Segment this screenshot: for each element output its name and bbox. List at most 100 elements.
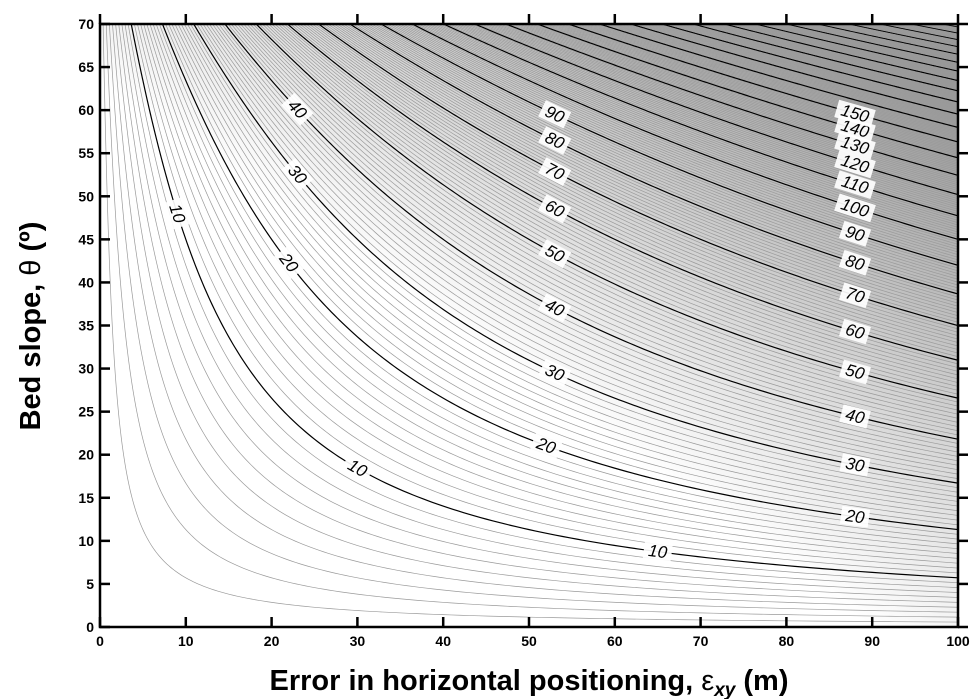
major-contour-230 xyxy=(818,24,958,55)
minor-contour-173 xyxy=(640,24,958,111)
minor-contour-41 xyxy=(227,24,958,436)
minor-contour-186 xyxy=(680,24,958,96)
minor-contour-43 xyxy=(234,24,958,427)
minor-contour-76 xyxy=(337,24,958,307)
contour-label-background xyxy=(838,318,872,345)
minor-contour-12 xyxy=(137,24,958,569)
minor-contour-194 xyxy=(705,24,958,87)
contour-label-group: 60 xyxy=(838,318,872,345)
x-tick-label: 10 xyxy=(178,633,194,649)
minor-contour-161 xyxy=(602,24,958,127)
y-tick-label: 0 xyxy=(86,619,94,635)
minor-contour-52 xyxy=(262,24,958,391)
contour-label: 20 xyxy=(843,506,866,528)
minor-contour-54 xyxy=(268,24,958,383)
minor-contour-74 xyxy=(330,24,958,313)
contour-label-background xyxy=(538,100,572,129)
minor-contour-229 xyxy=(815,24,958,56)
minor-contour-154 xyxy=(580,24,958,137)
minor-contour-21 xyxy=(165,24,958,526)
minor-contour-29 xyxy=(190,24,958,489)
contour-label-background xyxy=(281,157,314,192)
minor-contour-249 xyxy=(877,24,958,41)
y-tick-label: 70 xyxy=(78,16,94,32)
major-contour-150 xyxy=(568,24,958,143)
minor-contour-231 xyxy=(821,24,958,54)
major-contour-60 xyxy=(286,24,958,361)
major-contour-220 xyxy=(786,24,958,63)
minor-contour-148 xyxy=(562,24,958,146)
minor-contour-233 xyxy=(827,24,958,53)
minor-contour-181 xyxy=(665,24,958,102)
minor-contour-146 xyxy=(555,24,958,149)
minor-contour-232 xyxy=(824,24,958,53)
minor-contour-92 xyxy=(387,24,958,261)
minor-contour-245 xyxy=(865,24,958,44)
y-tick-label: 60 xyxy=(78,102,94,118)
contour-label-background xyxy=(839,453,871,477)
minor-contour-227 xyxy=(808,24,958,57)
contour-label: 40 xyxy=(844,405,867,428)
contour-label-background xyxy=(834,170,876,200)
minor-contour-222 xyxy=(793,24,958,61)
y-tick-label: 40 xyxy=(78,274,94,290)
minor-contour-28 xyxy=(187,24,958,493)
contour-label-group: 10 xyxy=(164,197,191,230)
minor-contour-171 xyxy=(633,24,958,114)
minor-contour-159 xyxy=(596,24,958,130)
minor-contour-225 xyxy=(802,24,958,59)
minor-contour-62 xyxy=(293,24,958,354)
x-tick-label: 80 xyxy=(779,633,795,649)
minor-contour-109 xyxy=(440,24,958,219)
minor-contour-58 xyxy=(280,24,958,368)
minor-contour-213 xyxy=(765,24,958,69)
y-tick-label: 65 xyxy=(78,59,94,75)
contour-label: 30 xyxy=(844,454,867,476)
contour-label-background xyxy=(281,92,314,126)
minor-contour-72 xyxy=(324,24,958,320)
minor-contour-14 xyxy=(143,24,958,559)
minor-contour-219 xyxy=(783,24,958,64)
minor-contour-256 xyxy=(899,24,958,36)
y-axis-title: Bed slope, θ (º) xyxy=(15,222,47,431)
minor-contour-91 xyxy=(384,24,958,263)
y-tick-label: 25 xyxy=(78,404,94,420)
minor-contour-147 xyxy=(558,24,958,147)
minor-contour-215 xyxy=(771,24,958,67)
minor-contour-86 xyxy=(368,24,958,277)
minor-contour-218 xyxy=(780,24,958,65)
minor-contour-7 xyxy=(121,24,958,593)
minor-contour-239 xyxy=(846,24,958,48)
minor-contour-242 xyxy=(855,24,958,46)
minor-contour-83 xyxy=(359,24,958,286)
minor-contour-187 xyxy=(683,24,958,95)
minor-contour-87 xyxy=(371,24,958,274)
major-contour-250 xyxy=(880,24,958,41)
minor-contour-202 xyxy=(730,24,958,79)
contour-label: 70 xyxy=(843,283,867,307)
contour-label-background xyxy=(538,194,572,224)
minor-contour-168 xyxy=(624,24,958,118)
minor-contour-257 xyxy=(902,24,958,36)
minor-contour-198 xyxy=(718,24,958,83)
minor-contour-191 xyxy=(696,24,958,91)
minor-contour-149 xyxy=(565,24,958,144)
minor-contour-22 xyxy=(168,24,958,521)
y-tick-label: 35 xyxy=(78,318,94,334)
minor-contour-221 xyxy=(790,24,958,62)
minor-contour-5 xyxy=(115,24,958,603)
contour-label: 50 xyxy=(843,360,867,384)
minor-contour-105 xyxy=(427,24,958,228)
minor-contour-33 xyxy=(202,24,958,471)
minor-contour-223 xyxy=(796,24,958,61)
minor-contour-88 xyxy=(374,24,958,272)
minor-contour-243 xyxy=(858,24,958,45)
minor-contour-67 xyxy=(309,24,958,336)
minor-contour-17 xyxy=(152,24,958,545)
minor-contour-99 xyxy=(409,24,958,243)
minor-contour-175 xyxy=(646,24,958,109)
minor-contour-108 xyxy=(437,24,958,221)
contour-label-background xyxy=(834,114,876,143)
minor-contour-39 xyxy=(221,24,958,444)
